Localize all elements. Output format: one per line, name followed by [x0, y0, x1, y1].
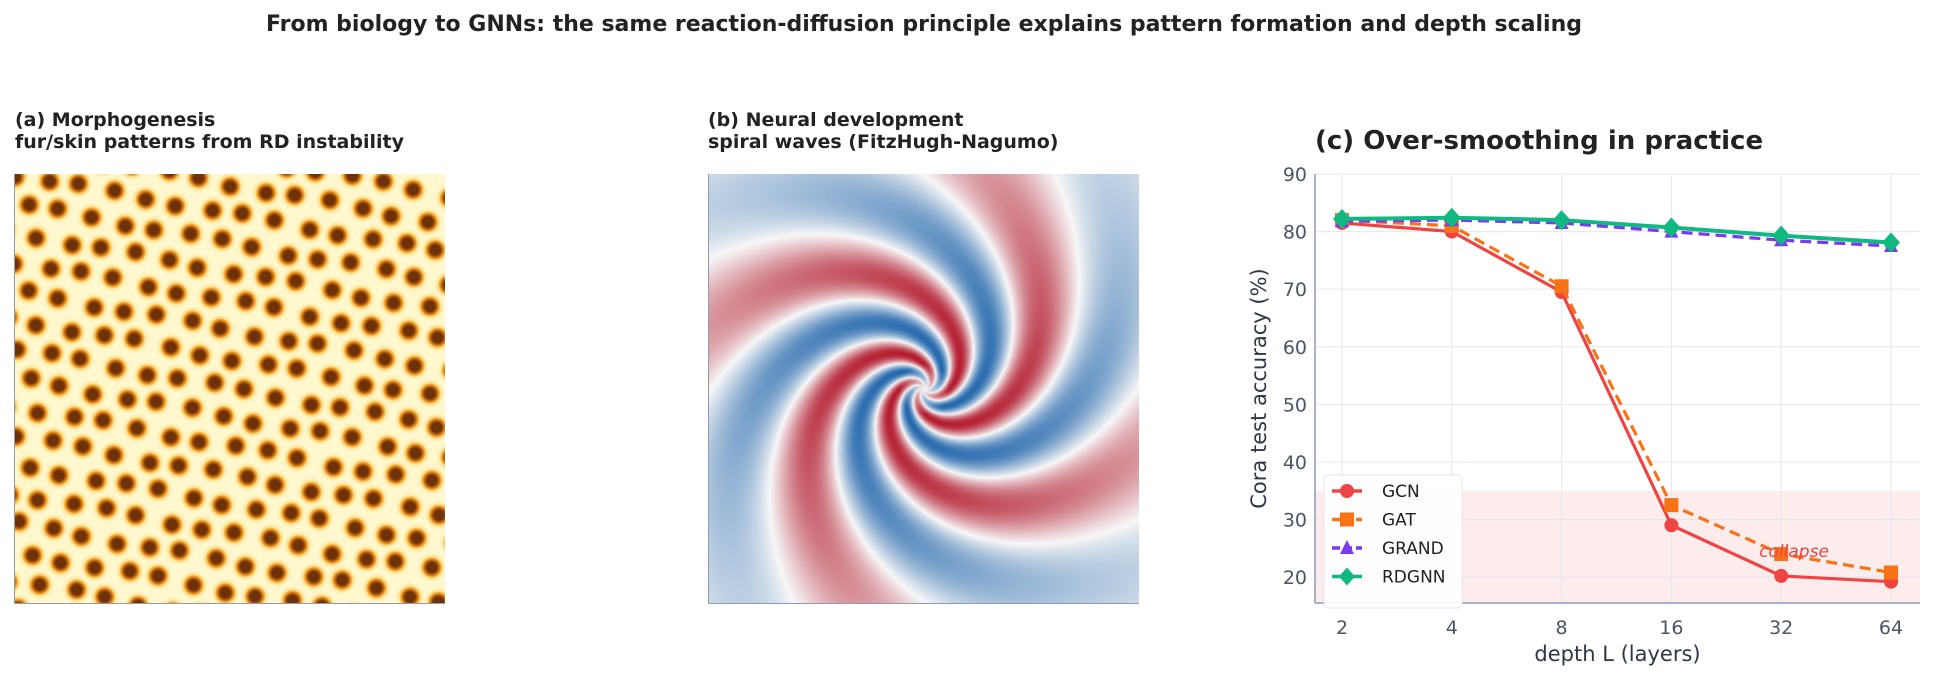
- marker-circle: [1774, 568, 1789, 583]
- marker-diamond: [1339, 567, 1355, 586]
- x-tick-label: 8: [1556, 617, 1568, 639]
- legend-label: GAT: [1382, 511, 1416, 531]
- panel-a-title-line1: (a) Morphogenesis: [15, 109, 216, 131]
- collapse-label: collapse: [1759, 542, 1829, 562]
- legend-label: GRAND: [1382, 539, 1444, 559]
- y-tick-label: 60: [1283, 337, 1307, 359]
- x-tick-label: 16: [1659, 617, 1683, 639]
- panel-a-title: (a) Morphogenesis fur/skin patterns from…: [15, 109, 404, 153]
- panel-b-title-line2: spiral waves (FitzHugh-Nagumo): [708, 131, 1059, 153]
- panel-b-axes: [708, 174, 1139, 604]
- morphogenesis-spot-pattern: [15, 174, 445, 603]
- y-tick-label: 70: [1283, 279, 1307, 301]
- marker-diamond: [1333, 208, 1351, 229]
- legend-item-grand: GRAND: [1332, 539, 1444, 559]
- x-axis-label: depth L (layers): [1534, 642, 1700, 666]
- marker-square: [1340, 512, 1354, 527]
- series-line: [1341, 221, 1892, 584]
- marker-diamond: [1662, 217, 1681, 238]
- series-line: [1341, 218, 1892, 575]
- x-tick-label: 2: [1336, 617, 1348, 639]
- figure-suptitle: From biology to GNNs: the same reaction-…: [266, 12, 1582, 37]
- series-line: [1341, 215, 1892, 245]
- chart-title: (c) Over-smoothing in practice: [1315, 126, 1763, 156]
- y-tick-label: 30: [1283, 510, 1307, 532]
- series-line: [1341, 218, 1892, 248]
- legend-item-rdgnn: RDGNN: [1332, 567, 1446, 588]
- x-tick-label: 64: [1879, 617, 1903, 639]
- legend-label: GCN: [1382, 482, 1420, 502]
- marker-diamond: [1772, 225, 1791, 246]
- marker-diamond: [1442, 207, 1461, 228]
- panel-b-title: (b) Neural development spiral waves (Fit…: [708, 109, 1058, 153]
- spiral-wave-pattern: [709, 174, 1139, 603]
- panel-b-title-line1: (b) Neural development: [708, 109, 964, 131]
- marker-diamond: [1552, 210, 1571, 231]
- marker-square: [1554, 279, 1569, 294]
- marker-square: [1884, 565, 1898, 580]
- y-tick-label: 50: [1283, 394, 1307, 416]
- legend-label: RDGNN: [1382, 568, 1446, 588]
- legend-item-gat: GAT: [1332, 511, 1416, 531]
- x-tick-label: 32: [1769, 617, 1793, 639]
- marker-triangle: [1340, 540, 1354, 554]
- marker-square: [1774, 547, 1789, 562]
- panel-a-axes: [14, 174, 445, 604]
- x-tick-label: 4: [1446, 617, 1458, 639]
- marker-circle: [1340, 484, 1354, 498]
- panel-a-title-line2: fur/skin patterns from RD instability: [15, 131, 404, 153]
- legend: GCN GAT GRAND RDGNN: [1323, 474, 1463, 609]
- series-rdgnn: [1333, 207, 1900, 253]
- y-axis-label: Cora test accuracy (%): [1247, 268, 1271, 508]
- y-tick-label: 20: [1283, 567, 1307, 589]
- y-tick-label: 40: [1283, 452, 1307, 474]
- y-tick-label: 80: [1283, 222, 1307, 244]
- marker-diamond: [1882, 232, 1900, 253]
- legend-item-gcn: GCN: [1332, 482, 1420, 502]
- marker-square: [1664, 498, 1679, 513]
- marker-circle: [1664, 518, 1679, 533]
- y-tick-label: 90: [1283, 164, 1307, 186]
